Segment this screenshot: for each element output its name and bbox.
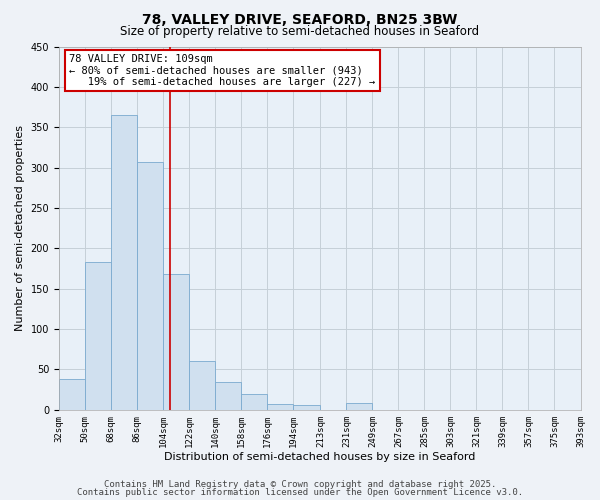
Text: Contains public sector information licensed under the Open Government Licence v3: Contains public sector information licen… [77, 488, 523, 497]
Y-axis label: Number of semi-detached properties: Number of semi-detached properties [15, 125, 25, 331]
Bar [241, 394, 267, 410]
Text: Contains HM Land Registry data © Crown copyright and database right 2025.: Contains HM Land Registry data © Crown c… [104, 480, 496, 489]
Bar [111, 115, 137, 410]
Bar [137, 162, 163, 410]
Bar [59, 379, 85, 410]
Bar [189, 360, 215, 410]
Bar [293, 405, 320, 410]
Text: 78, VALLEY DRIVE, SEAFORD, BN25 3BW: 78, VALLEY DRIVE, SEAFORD, BN25 3BW [142, 12, 458, 26]
Bar [267, 404, 293, 410]
Bar [85, 262, 111, 410]
X-axis label: Distribution of semi-detached houses by size in Seaford: Distribution of semi-detached houses by … [164, 452, 475, 462]
Text: Size of property relative to semi-detached houses in Seaford: Size of property relative to semi-detach… [121, 25, 479, 38]
Bar [163, 274, 189, 410]
Bar [346, 404, 373, 410]
Bar [215, 382, 241, 410]
Text: 78 VALLEY DRIVE: 109sqm
← 80% of semi-detached houses are smaller (943)
   19% o: 78 VALLEY DRIVE: 109sqm ← 80% of semi-de… [70, 54, 376, 87]
